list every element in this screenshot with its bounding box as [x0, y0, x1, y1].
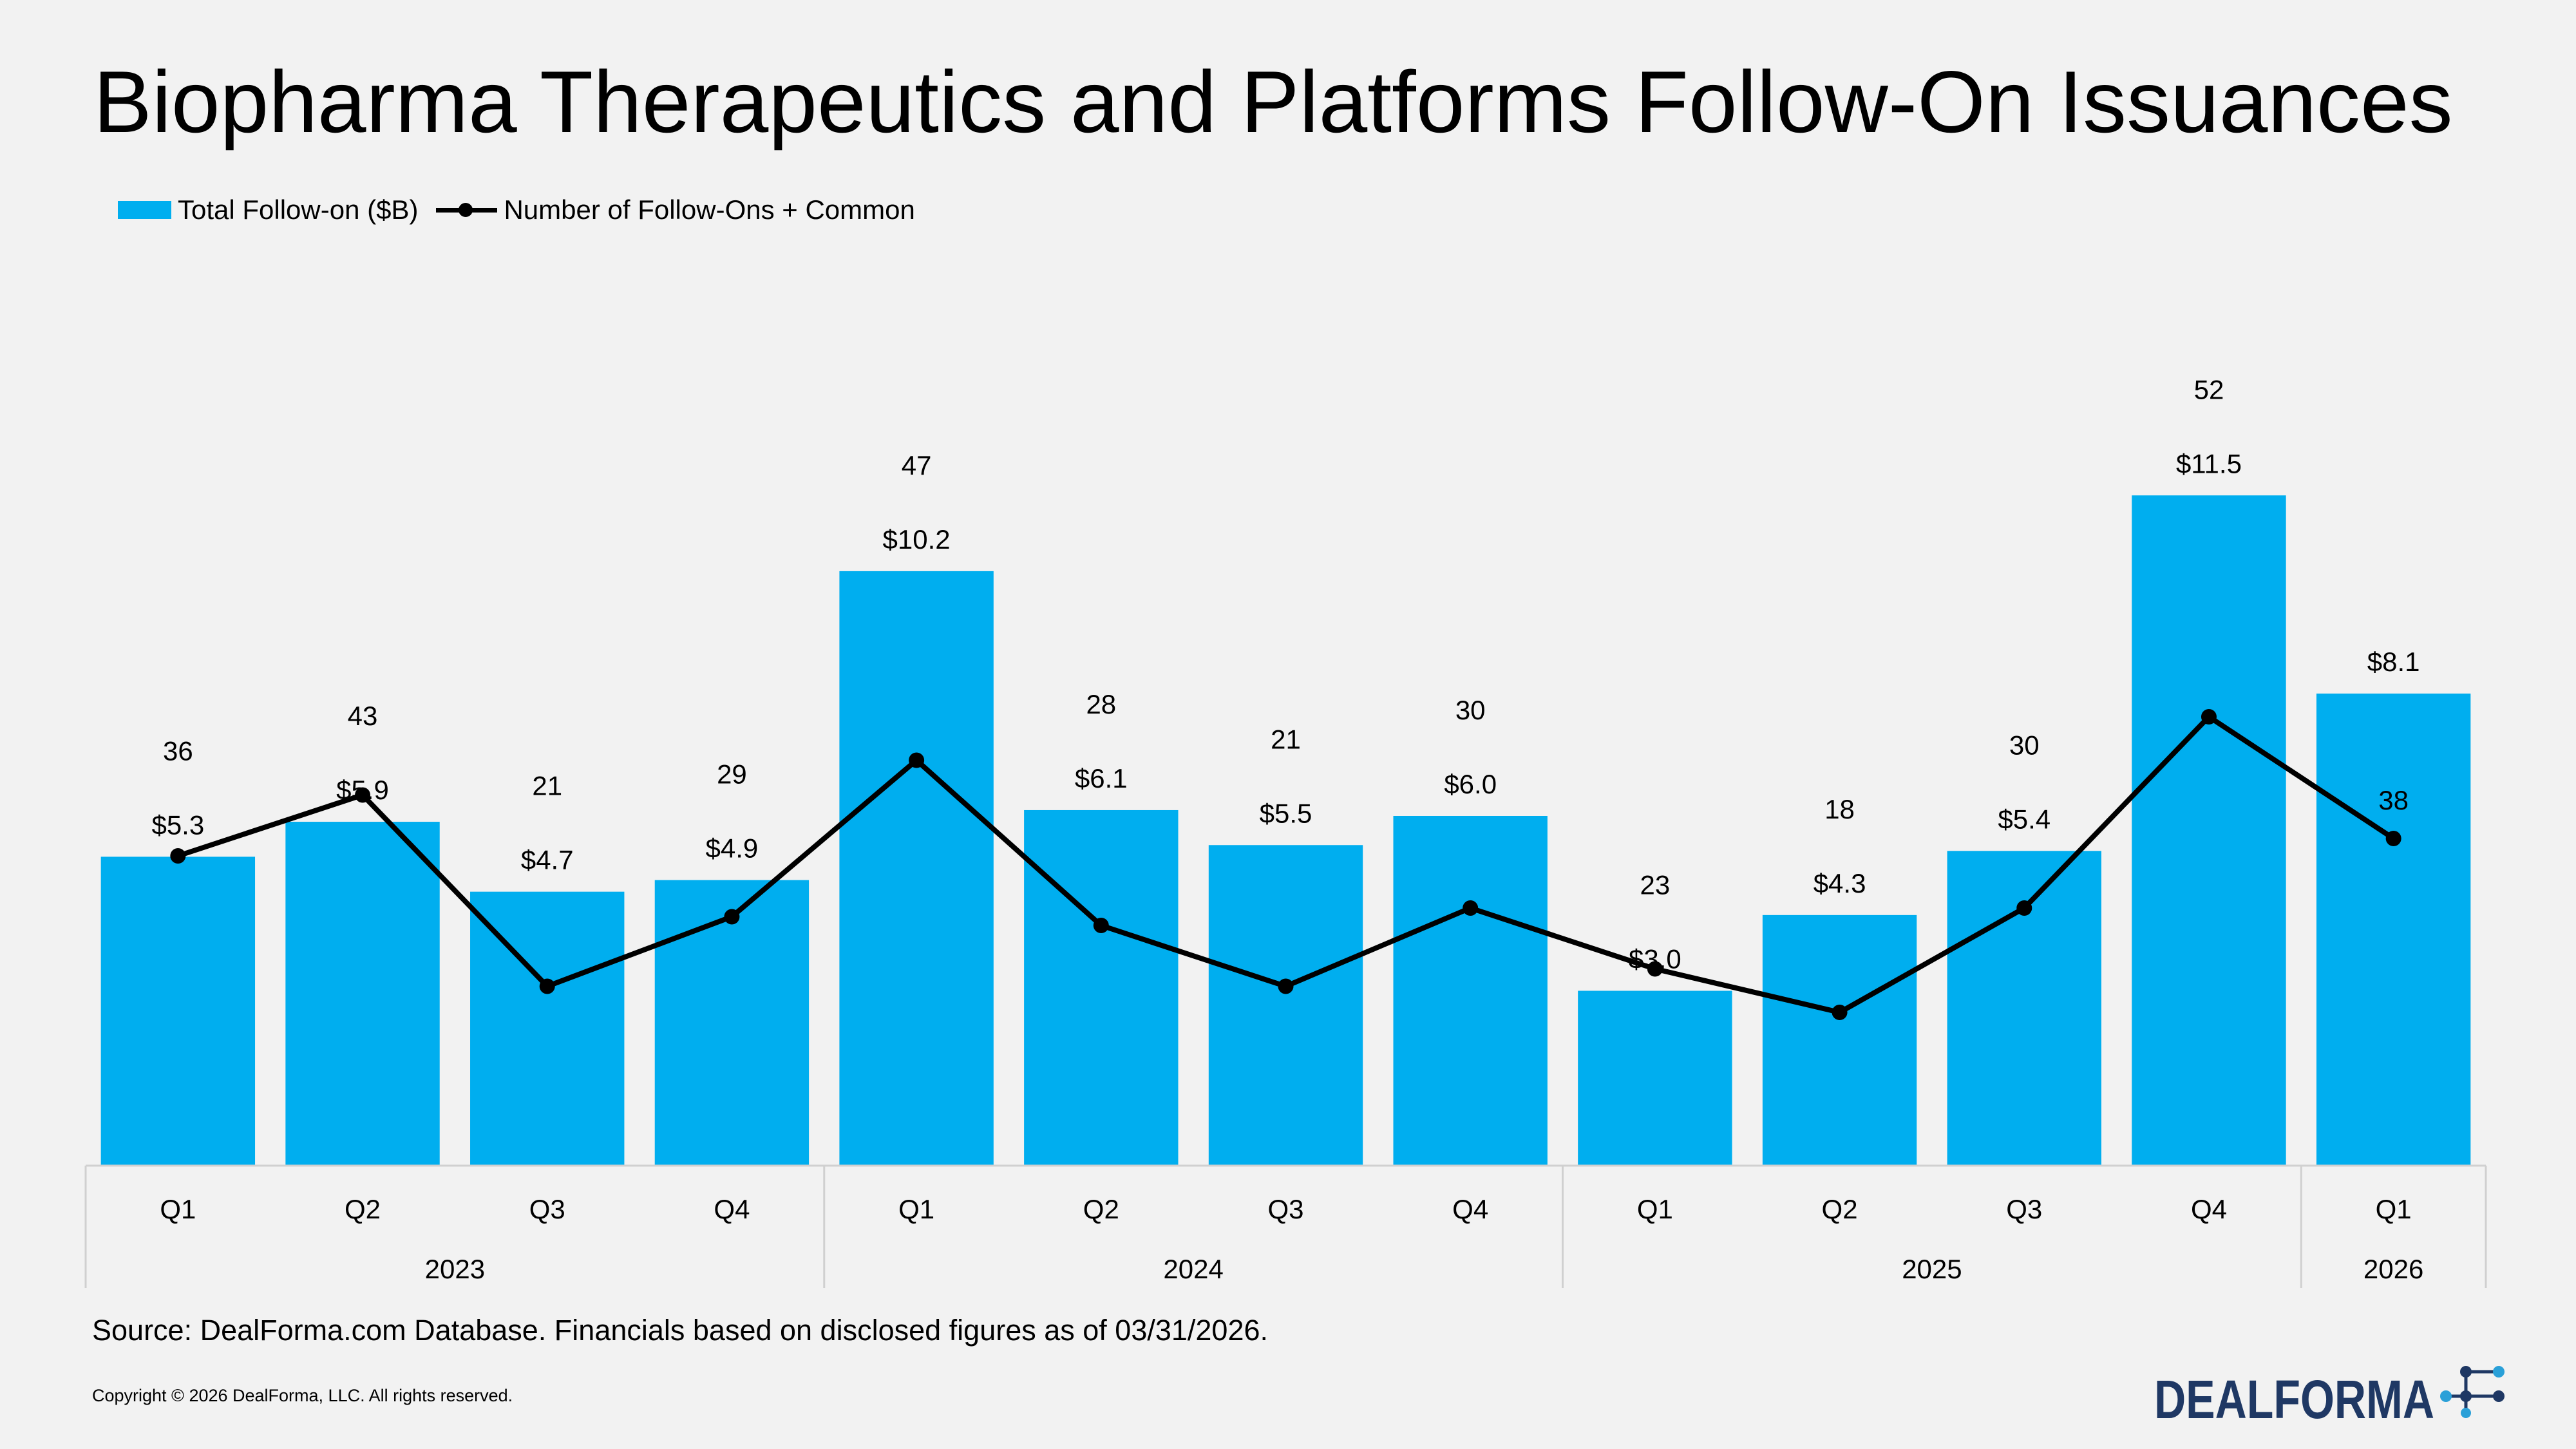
line-label-6: 21	[1271, 724, 1301, 754]
bar-7	[1393, 816, 1548, 1166]
bar-label-8: $3.0	[1629, 944, 1681, 974]
legend-line-swatch	[436, 202, 498, 217]
x-tick-label-0: Q1	[160, 1194, 196, 1224]
bar-12	[2316, 693, 2471, 1166]
line-label-11: 52	[2194, 374, 2224, 404]
line-point-7	[1463, 900, 1479, 916]
line-label-4: 47	[902, 450, 932, 480]
line-label-10: 30	[2009, 730, 2040, 760]
line-label-12: 38	[2378, 785, 2409, 815]
x-tick-label-2: Q3	[529, 1194, 565, 1224]
legend-bar-swatch	[118, 201, 171, 219]
line-point-3	[724, 909, 740, 925]
line-point-0	[170, 848, 186, 864]
year-label-2026: 2026	[2363, 1254, 2423, 1284]
chart-title: Biopharma Therapeutics and Platforms Fol…	[93, 53, 2453, 151]
line-point-10	[2016, 900, 2032, 916]
bar-label-10: $5.4	[1998, 804, 2050, 834]
x-tick-label-4: Q1	[898, 1194, 934, 1224]
bar-label-0: $5.3	[151, 810, 204, 840]
chart-legend: Total Follow-on ($B) Number of Follow-On…	[118, 194, 933, 225]
line-label-9: 18	[1824, 794, 1855, 824]
x-tick-label-6: Q3	[1267, 1194, 1303, 1224]
x-tick-label-10: Q3	[2006, 1194, 2042, 1224]
legend-line-label: Number of Follow-Ons + Common	[504, 194, 915, 225]
x-tick-label-12: Q1	[2376, 1194, 2412, 1224]
logo-wordmark: DEALFORMA	[2154, 1369, 2434, 1430]
bar-label-5: $6.1	[1075, 763, 1128, 793]
bar-6	[1208, 845, 1363, 1166]
bar-label-4: $10.2	[883, 524, 951, 554]
bar-9	[1762, 914, 1917, 1166]
bar-label-2: $4.7	[521, 845, 574, 875]
bar-5	[1024, 810, 1179, 1166]
copyright-note: Copyright © 2026 DealForma, LLC. All rig…	[92, 1386, 513, 1405]
legend-bar-label: Total Follow-on ($B)	[178, 194, 419, 225]
line-label-7: 30	[1455, 695, 1486, 725]
year-label-2023: 2023	[425, 1254, 485, 1284]
x-tick-label-7: Q4	[1452, 1194, 1488, 1224]
line-label-1: 43	[348, 701, 378, 731]
year-label-2024: 2024	[1163, 1254, 1223, 1284]
x-tick-label-11: Q4	[2191, 1194, 2227, 1224]
bar-label-7: $6.0	[1444, 769, 1497, 799]
line-point-6	[1278, 978, 1294, 994]
bar-8	[1578, 990, 1732, 1166]
bar-3	[654, 880, 810, 1166]
bar-10	[1947, 851, 2101, 1166]
bar-1	[285, 822, 440, 1166]
bar-2	[470, 891, 625, 1166]
line-point-9	[1832, 1005, 1848, 1020]
x-tick-label-3: Q4	[714, 1194, 750, 1224]
year-label-2025: 2025	[1902, 1254, 1962, 1284]
line-label-5: 28	[1086, 689, 1116, 719]
line-point-12	[2385, 831, 2401, 846]
line-point-5	[1093, 918, 1109, 933]
bar-label-11: $11.5	[2176, 448, 2242, 478]
legend-item-line: Number of Follow-Ons + Common	[436, 194, 915, 225]
x-tick-label-5: Q2	[1083, 1194, 1119, 1224]
line-point-2	[539, 978, 555, 994]
bar-0	[100, 857, 256, 1166]
x-tick-label-9: Q2	[1822, 1194, 1858, 1224]
bar-label-6: $5.5	[1260, 798, 1312, 828]
logo-network-icon	[2440, 1366, 2505, 1418]
line-label-8: 23	[1640, 870, 1671, 900]
line-point-8	[1647, 961, 1663, 977]
x-tick-label-1: Q2	[345, 1194, 381, 1224]
line-label-3: 29	[717, 759, 747, 790]
bar-label-3: $4.9	[706, 833, 759, 864]
dealforma-logo: DEALFORMA	[2154, 1366, 2505, 1430]
legend-item-bar: Total Follow-on ($B)	[118, 194, 418, 225]
bar-11	[2132, 495, 2286, 1166]
line-label-0: 36	[163, 735, 193, 766]
bar-label-1: $5.9	[336, 775, 389, 805]
bar-label-12: $8.1	[2367, 647, 2420, 677]
line-point-1	[355, 787, 371, 803]
bar-4	[839, 571, 994, 1166]
source-note: Source: DealForma.com Database. Financia…	[92, 1314, 1269, 1347]
line-label-2: 21	[532, 771, 562, 801]
bar-label-9: $4.3	[1814, 868, 1866, 898]
x-tick-label-8: Q1	[1637, 1194, 1673, 1224]
line-point-4	[909, 752, 925, 768]
line-point-11	[2201, 709, 2217, 724]
